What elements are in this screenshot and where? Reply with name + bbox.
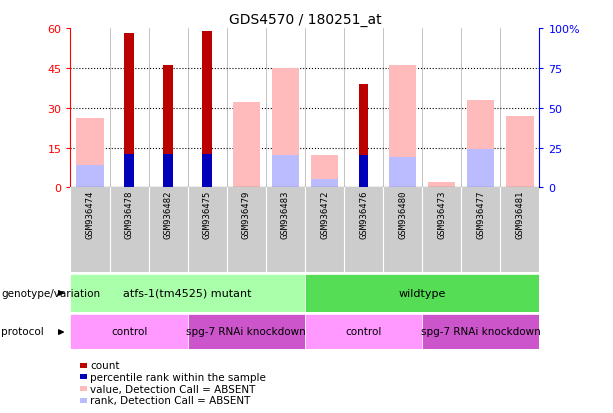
Bar [359,156,368,188]
Bar [163,66,173,188]
Bar [163,154,173,188]
Text: protocol: protocol [1,326,44,337]
Bar [188,314,305,349]
Bar [77,166,104,188]
Text: GSM936477: GSM936477 [476,190,485,239]
Bar [233,103,260,188]
Bar [202,154,212,188]
Text: wildtype: wildtype [398,288,446,298]
Title: GDS4570 / 180251_at: GDS4570 / 180251_at [229,12,381,26]
Bar [311,180,338,188]
Bar [422,314,539,349]
Text: GSM936473: GSM936473 [437,190,446,239]
Text: GSM936478: GSM936478 [124,190,134,239]
Text: GSM936476: GSM936476 [359,190,368,239]
Text: GSM936482: GSM936482 [164,190,173,239]
Bar [305,314,422,349]
Bar [272,69,299,188]
Text: count: count [90,361,120,370]
Text: percentile rank within the sample: percentile rank within the sample [90,372,266,382]
Text: GSM936472: GSM936472 [320,190,329,239]
Bar [389,66,416,188]
Text: atfs-1(tm4525) mutant: atfs-1(tm4525) mutant [123,288,252,298]
Text: GSM936481: GSM936481 [516,190,524,239]
Text: GSM936474: GSM936474 [86,190,94,239]
Text: spg-7 RNAi knockdown: spg-7 RNAi knockdown [421,326,541,337]
Bar [124,154,134,188]
Bar [467,150,495,188]
Text: control: control [111,326,147,337]
Text: spg-7 RNAi knockdown: spg-7 RNAi knockdown [186,326,306,337]
Text: rank, Detection Call = ABSENT: rank, Detection Call = ABSENT [90,395,251,405]
Bar [272,156,299,188]
Text: control: control [345,326,382,337]
Bar [202,31,212,188]
Bar [77,119,104,188]
Text: GSM936483: GSM936483 [281,190,290,239]
Bar [359,85,368,188]
Text: GSM936480: GSM936480 [398,190,407,239]
Text: GSM936475: GSM936475 [203,190,211,239]
Bar [311,156,338,188]
Bar [428,183,455,188]
Bar [506,116,533,188]
Bar [389,158,416,188]
Bar [305,275,539,312]
Bar [70,314,188,349]
Bar [124,34,134,188]
Text: GSM936479: GSM936479 [242,190,251,239]
Text: genotype/variation: genotype/variation [1,288,101,298]
Bar [467,100,495,188]
Bar [70,275,305,312]
Text: value, Detection Call = ABSENT: value, Detection Call = ABSENT [90,384,256,394]
